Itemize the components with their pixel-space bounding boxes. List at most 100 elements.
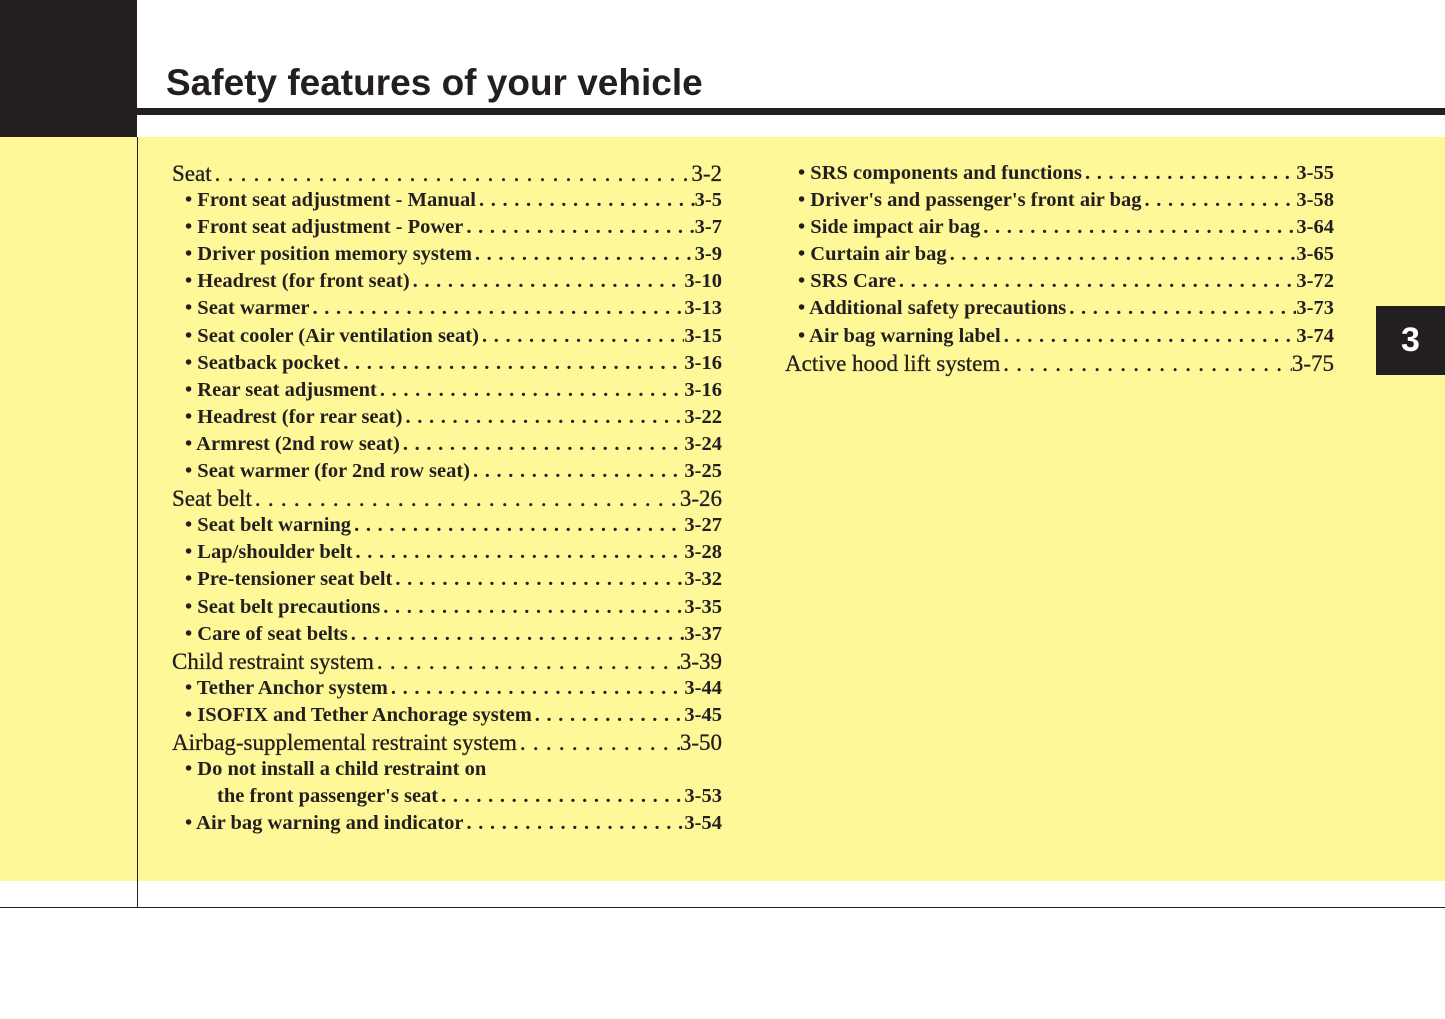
- toc-entry-label: • Pre-tensioner seat belt: [185, 568, 393, 591]
- footer-divider: [0, 907, 1445, 908]
- toc-entry-label: Seat belt: [172, 486, 252, 512]
- toc-entry-page: 3-35: [684, 595, 722, 618]
- toc-entry-page: 3-72: [1296, 270, 1334, 293]
- toc-entry-page: 3-73: [1296, 297, 1334, 320]
- toc-entry-label: • Tether Anchor system: [185, 676, 388, 699]
- toc-entry[interactable]: • Seat warmer 3-13: [172, 295, 722, 322]
- toc-section-entry[interactable]: Seat 3-2: [172, 160, 722, 187]
- toc-entry-page: 3-37: [684, 622, 722, 645]
- toc-entry-label: • Front seat adjustment - Power: [185, 216, 464, 239]
- dot-leader: [1066, 295, 1296, 322]
- toc-entry[interactable]: • Air bag warning and indicator 3-54: [172, 810, 722, 837]
- toc-entry[interactable]: the front passenger's seat 3-53: [172, 783, 722, 810]
- dot-leader: [1001, 323, 1297, 350]
- toc-entry[interactable]: • Rear seat adjusment 3-16: [172, 377, 722, 404]
- toc-entry-label: • Driver position memory system: [185, 243, 472, 266]
- dot-leader: [476, 187, 695, 214]
- title-rule: [137, 108, 1445, 115]
- toc-entry[interactable]: • Do not install a child restraint on: [172, 756, 722, 783]
- chapter-corner-block: [0, 0, 137, 137]
- toc-entry[interactable]: • SRS Care 3-72: [785, 268, 1334, 295]
- toc-entry-page: 3-16: [684, 351, 722, 374]
- dot-leader: [400, 431, 685, 458]
- toc-entry-label: • Driver's and passenger's front air bag: [798, 189, 1142, 212]
- toc-column-right: • SRS components and functions 3-55 • Driv…: [785, 160, 1334, 377]
- toc-entry-label: • SRS Care: [798, 270, 896, 293]
- toc-entry-label: • Air bag warning label: [798, 324, 1001, 347]
- toc-entry[interactable]: • Seat warmer (for 2nd row seat) 3-25: [172, 458, 722, 485]
- toc-entry-page: 3-10: [684, 270, 722, 293]
- toc-entry[interactable]: • ISOFIX and Tether Anchorage system 3-45: [172, 702, 722, 729]
- toc-entry-label: • Seat belt warning: [185, 514, 352, 537]
- dot-leader: [309, 295, 684, 322]
- toc-entry[interactable]: • Headrest (for rear seat) 3-22: [172, 404, 722, 431]
- toc-entry-page: 3-27: [684, 514, 722, 537]
- dot-leader: [517, 729, 680, 756]
- toc-entry[interactable]: • Armrest (2nd row seat) 3-24: [172, 431, 722, 458]
- toc-entry-label: • Seat warmer (for 2nd row seat): [185, 460, 471, 483]
- toc-entry-label: • Seat belt precautions: [185, 595, 381, 618]
- toc-entry-page: 3-74: [1296, 324, 1334, 347]
- toc-entry[interactable]: • Driver position memory system 3-9: [172, 241, 722, 268]
- chapter-tab[interactable]: 3: [1376, 306, 1445, 375]
- dot-leader: [472, 241, 695, 268]
- toc-entry[interactable]: • Front seat adjustment - Manual 3-5: [172, 187, 722, 214]
- toc-entry-label: • Lap/shoulder belt: [185, 541, 353, 564]
- toc-entry[interactable]: • Air bag warning label 3-74: [785, 323, 1334, 350]
- toc-section-entry[interactable]: Child restraint system 3-39: [172, 648, 722, 675]
- toc-entry-page: 3-15: [684, 324, 722, 347]
- dot-leader: [252, 485, 680, 512]
- toc-entry-label: Airbag-supplemental restraint system: [172, 729, 517, 755]
- toc-entry-label: • Armrest (2nd row seat): [185, 432, 400, 455]
- toc-entry-label: • Seat cooler (Air ventilation seat): [185, 324, 479, 347]
- toc-entry-page: 3-22: [684, 405, 722, 428]
- toc-entry-page: 3-25: [684, 460, 722, 483]
- dot-leader: [348, 621, 685, 648]
- toc-entry[interactable]: • Driver's and passenger's front air bag…: [785, 187, 1334, 214]
- dot-leader: [438, 783, 684, 810]
- toc-entry[interactable]: • Curtain air bag 3-65: [785, 241, 1334, 268]
- toc-entry-page: 3-9: [694, 243, 722, 266]
- toc-entry-page: 3-44: [684, 676, 722, 699]
- toc-entry-page: 3-16: [684, 378, 722, 401]
- toc-entry-page: 3-53: [684, 785, 722, 808]
- dot-leader: [947, 241, 1297, 268]
- toc-entry[interactable]: • Seat belt precautions 3-35: [172, 594, 722, 621]
- toc-entry-page: 3-64: [1296, 216, 1334, 239]
- dot-leader: [470, 458, 684, 485]
- dot-leader: [374, 648, 680, 675]
- toc-entry[interactable]: • Lap/shoulder belt 3-28: [172, 539, 722, 566]
- dot-leader: [340, 350, 684, 377]
- toc-entry[interactable]: • Seatback pocket 3-16: [172, 350, 722, 377]
- toc-entry[interactable]: • Seat cooler (Air ventilation seat) 3-15: [172, 323, 722, 350]
- toc-entry-label: • Care of seat belts: [185, 622, 348, 645]
- dot-leader: [1142, 187, 1297, 214]
- toc-entry[interactable]: • Seat belt warning 3-27: [172, 512, 722, 539]
- toc-entry-page: 3-65: [1296, 243, 1334, 266]
- toc-entry[interactable]: • Headrest (for front seat) 3-10: [172, 268, 722, 295]
- dot-leader: [463, 810, 684, 837]
- toc-entry-page: 3-75: [1291, 350, 1334, 376]
- toc-section-entry[interactable]: Seat belt 3-26: [172, 485, 722, 512]
- toc-entry[interactable]: • Front seat adjustment - Power 3-7: [172, 214, 722, 241]
- toc-entry-label: Child restraint system: [172, 648, 374, 674]
- toc-entry-label: • Rear seat adjusment: [185, 378, 377, 401]
- toc-entry[interactable]: • Tether Anchor system 3-44: [172, 675, 722, 702]
- toc-entry-label: • SRS components and functions: [798, 162, 1082, 184]
- toc-entry[interactable]: • SRS components and functions 3-55: [785, 160, 1334, 187]
- toc-entry-label: • Seatback pocket: [185, 351, 341, 374]
- toc-entry[interactable]: • Additional safety precautions 3-73: [785, 295, 1334, 322]
- dot-leader: [1082, 160, 1296, 187]
- toc-section-entry[interactable]: Active hood lift system 3-75: [785, 350, 1334, 377]
- toc-entry[interactable]: • Pre-tensioner seat belt 3-32: [172, 566, 722, 593]
- toc-entry[interactable]: • Care of seat belts 3-37: [172, 621, 722, 648]
- dot-leader: [388, 675, 685, 702]
- dot-leader: [463, 214, 694, 241]
- toc-entry[interactable]: • Side impact air bag 3-64: [785, 214, 1334, 241]
- toc-entry-label: • Seat warmer: [185, 297, 310, 320]
- toc-entry-label: • Curtain air bag: [798, 243, 947, 266]
- dot-leader: [392, 566, 684, 593]
- toc-section-entry[interactable]: Airbag-supplemental restraint system 3-50: [172, 729, 722, 756]
- margin-divider: [137, 137, 138, 908]
- toc-entry-page: 3-55: [1296, 162, 1334, 184]
